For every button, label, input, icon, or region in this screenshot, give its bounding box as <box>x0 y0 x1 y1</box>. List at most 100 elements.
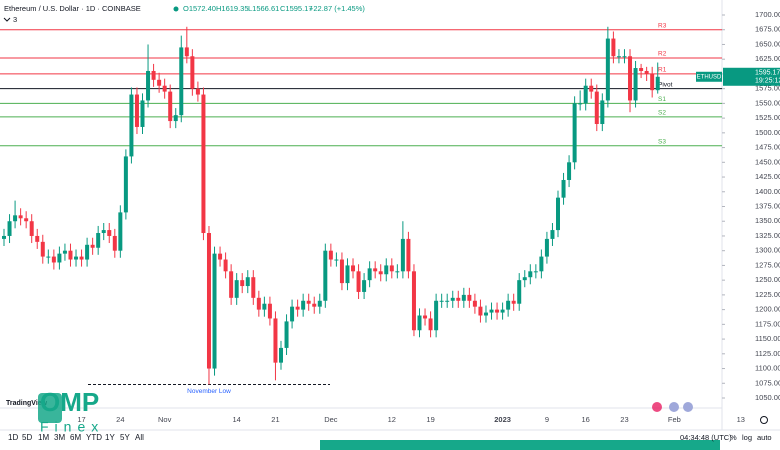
candle-body <box>190 56 195 89</box>
candle-body <box>456 297 461 301</box>
candle-body <box>561 179 566 198</box>
candle-body <box>328 250 333 260</box>
x-tick-label: 24 <box>116 415 124 424</box>
candle-body <box>334 259 339 261</box>
timeframe-button[interactable]: YTD <box>86 433 102 442</box>
y-tick-label: 1075.00 <box>755 378 780 387</box>
candle-body <box>384 265 389 275</box>
candle-body <box>40 241 45 257</box>
indicator-toggle[interactable] <box>3 17 11 22</box>
candle-body <box>46 256 51 258</box>
candle-body <box>35 235 40 242</box>
symbol-tag-text: ETHUSD <box>697 74 722 80</box>
pivot-label: R1 <box>658 67 667 74</box>
timeframe-button[interactable]: All <box>135 433 144 442</box>
candle-body <box>556 197 560 231</box>
x-tick-label: 13 <box>737 415 745 424</box>
candle-body <box>96 233 101 248</box>
omp-logo-mark <box>38 393 62 423</box>
timeframe-button[interactable]: 5D <box>22 433 32 442</box>
timeframe-button[interactable]: 5Y <box>120 433 130 442</box>
candle-body <box>323 250 328 301</box>
candle-body <box>306 300 311 304</box>
candle-body <box>162 85 167 92</box>
event-icon[interactable] <box>669 402 679 412</box>
candle-body <box>622 56 627 58</box>
candle-body <box>118 212 123 251</box>
timeframe-button[interactable]: 6M <box>70 433 81 442</box>
y-tick-label: 1300.00 <box>755 246 780 255</box>
y-tick-label: 1475.00 <box>755 143 780 152</box>
candle-body <box>168 91 173 122</box>
candle-body <box>262 303 267 310</box>
candle-body <box>605 38 610 101</box>
candle-body <box>411 271 416 331</box>
candle-body <box>90 244 95 248</box>
candle-body <box>362 280 367 292</box>
candle-body <box>218 253 223 260</box>
candle-body <box>539 256 544 272</box>
y-tick-label: 1100.00 <box>755 364 780 373</box>
candle-body <box>24 218 29 222</box>
y-tick-label: 1550.00 <box>755 98 780 107</box>
candle-body <box>428 318 433 331</box>
footer-auto[interactable]: auto <box>757 433 772 442</box>
candle-body <box>639 68 644 71</box>
indicator-count[interactable]: 3 <box>13 15 17 24</box>
footer-log[interactable]: log <box>742 433 752 442</box>
footer-percent[interactable]: % <box>730 433 737 442</box>
candle-body <box>151 70 156 80</box>
candle-body <box>495 309 500 313</box>
candle-body <box>129 94 134 157</box>
candle-body <box>51 256 56 263</box>
candle-body <box>567 162 572 180</box>
event-icon[interactable] <box>683 402 693 412</box>
x-tick-label: 9 <box>545 415 549 424</box>
candle-body <box>184 47 189 57</box>
y-tick-label: 1450.00 <box>755 157 780 166</box>
candle-body <box>240 280 245 287</box>
y-tick-label: 1425.00 <box>755 172 780 181</box>
candle-body <box>445 300 450 302</box>
candle-body <box>578 103 583 105</box>
candle-body <box>140 100 145 127</box>
candle-body <box>18 215 23 219</box>
timeframe-button[interactable]: 1D <box>8 433 18 442</box>
tv-logo-text: TradingView <box>6 400 48 407</box>
candle-body <box>74 256 79 260</box>
timeframe-button[interactable]: 1Y <box>105 433 115 442</box>
candle-body <box>544 238 549 257</box>
candle-body <box>472 300 477 307</box>
x-tick-label: 19 <box>426 415 434 424</box>
candle-body <box>29 221 34 236</box>
y-tick-label: 1650.00 <box>755 39 780 48</box>
candle-body <box>279 347 283 363</box>
pivot-label: S3 <box>658 139 666 146</box>
candle-body <box>400 238 405 272</box>
candle-body <box>112 235 117 251</box>
candle-body <box>522 277 527 281</box>
y-tick-label: 1325.00 <box>755 231 780 240</box>
candle-body <box>589 85 594 92</box>
candle-body <box>655 76 660 91</box>
x-tick-label: 23 <box>620 415 628 424</box>
candle-body <box>511 300 516 304</box>
candle-body <box>256 297 261 310</box>
candle-body <box>533 271 538 273</box>
event-icon[interactable] <box>652 402 662 412</box>
candle-body <box>373 268 378 272</box>
timeframe-button[interactable]: 3M <box>54 433 65 442</box>
candle-body <box>79 256 84 260</box>
candle-body <box>489 309 494 313</box>
settings-icon[interactable] <box>760 416 768 424</box>
y-tick-label: 1175.00 <box>755 319 780 328</box>
candle-body <box>345 265 350 284</box>
footer-strip <box>320 440 720 450</box>
ohlc-open: O1572.40 <box>183 4 216 13</box>
countdown-text: 19:25:12 <box>755 78 780 85</box>
timeframe-button[interactable]: 1M <box>38 433 49 442</box>
y-tick-label: 1125.00 <box>755 349 780 358</box>
x-tick-label: 21 <box>271 415 279 424</box>
price-tag <box>723 67 780 86</box>
ohlc-close: C1595.17 <box>280 4 313 13</box>
